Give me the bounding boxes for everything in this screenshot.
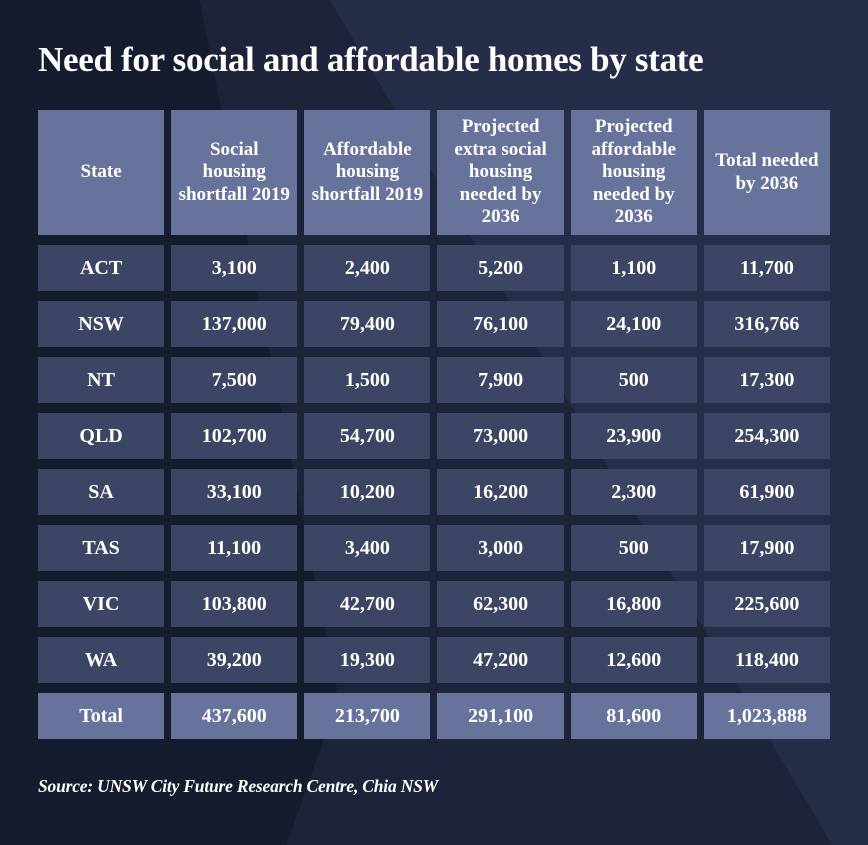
total-row-cell-2: 213,700 — [304, 693, 431, 739]
table-row-6-cell-2: 42,700 — [304, 581, 431, 627]
column-header-affordable-shortfall: Affordable housing shortfall 2019 — [304, 110, 431, 235]
total-row-cell-3: 291,100 — [437, 693, 564, 739]
table-row-6-cell-5: 225,600 — [703, 581, 830, 627]
column-header-total-needed: Total needed by 2036 — [703, 110, 830, 235]
column-header-social-shortfall: Social housing shortfall 2019 — [171, 110, 298, 235]
table-row-3-cell-2: 54,700 — [304, 413, 431, 459]
table-row-2-cell-1: 7,500 — [171, 357, 298, 403]
table-row-3-cell-0: QLD — [38, 413, 165, 459]
table-row-5-cell-0: TAS — [38, 525, 165, 571]
column-header-projected-affordable: Projected affordable housing needed by 2… — [570, 110, 697, 235]
table-row-3-cell-5: 254,300 — [703, 413, 830, 459]
total-row-cell-5: 1,023,888 — [703, 693, 830, 739]
content-area: Need for social and affordable homes by … — [38, 40, 830, 796]
table-row-6-cell-1: 103,800 — [171, 581, 298, 627]
column-header-projected-social: Projected extra social housing needed by… — [437, 110, 564, 235]
table-row-7-cell-4: 12,600 — [570, 637, 697, 683]
table-row-5-cell-1: 11,100 — [171, 525, 298, 571]
table-row-4-cell-0: SA — [38, 469, 165, 515]
housing-table: State Social housing shortfall 2019 Affo… — [38, 110, 830, 739]
table-row-2-cell-4: 500 — [570, 357, 697, 403]
table-row-3-cell-1: 102,700 — [171, 413, 298, 459]
table-row-1-cell-0: NSW — [38, 301, 165, 347]
table-row-0-cell-1: 3,100 — [171, 245, 298, 291]
table-row-2-cell-3: 7,900 — [437, 357, 564, 403]
table-row-0-cell-3: 5,200 — [437, 245, 564, 291]
total-row-cell-0: Total — [38, 693, 165, 739]
table-row-5-cell-3: 3,000 — [437, 525, 564, 571]
table-row-1-cell-4: 24,100 — [570, 301, 697, 347]
table-row-2-cell-2: 1,500 — [304, 357, 431, 403]
table-row-7-cell-1: 39,200 — [171, 637, 298, 683]
table-row-4-cell-4: 2,300 — [570, 469, 697, 515]
column-header-state: State — [38, 110, 165, 235]
table-row-4-cell-2: 10,200 — [304, 469, 431, 515]
table-row-0-cell-4: 1,100 — [570, 245, 697, 291]
table-row-7-cell-5: 118,400 — [703, 637, 830, 683]
table-row-6-cell-4: 16,800 — [570, 581, 697, 627]
table-row-7-cell-2: 19,300 — [304, 637, 431, 683]
table-row-6-cell-0: VIC — [38, 581, 165, 627]
table-row-5-cell-5: 17,900 — [703, 525, 830, 571]
table-row-3-cell-4: 23,900 — [570, 413, 697, 459]
table-row-1-cell-1: 137,000 — [171, 301, 298, 347]
table-row-0-cell-0: ACT — [38, 245, 165, 291]
table-row-5-cell-4: 500 — [570, 525, 697, 571]
table-row-7-cell-0: WA — [38, 637, 165, 683]
table-row-0-cell-5: 11,700 — [703, 245, 830, 291]
total-row-cell-4: 81,600 — [570, 693, 697, 739]
table-row-3-cell-3: 73,000 — [437, 413, 564, 459]
source-note: Source: UNSW City Future Research Centre… — [38, 776, 439, 796]
table-row-4-cell-3: 16,200 — [437, 469, 564, 515]
table-row-7-cell-3: 47,200 — [437, 637, 564, 683]
table-row-2-cell-0: NT — [38, 357, 165, 403]
table-row-0-cell-2: 2,400 — [304, 245, 431, 291]
table-row-4-cell-1: 33,100 — [171, 469, 298, 515]
table-row-2-cell-5: 17,300 — [703, 357, 830, 403]
table-row-5-cell-2: 3,400 — [304, 525, 431, 571]
table-row-1-cell-2: 79,400 — [304, 301, 431, 347]
table-row-1-cell-5: 316,766 — [703, 301, 830, 347]
table-row-1-cell-3: 76,100 — [437, 301, 564, 347]
page-title: Need for social and affordable homes by … — [38, 40, 704, 79]
total-row-cell-1: 437,600 — [171, 693, 298, 739]
table-row-6-cell-3: 62,300 — [437, 581, 564, 627]
table-row-4-cell-5: 61,900 — [703, 469, 830, 515]
